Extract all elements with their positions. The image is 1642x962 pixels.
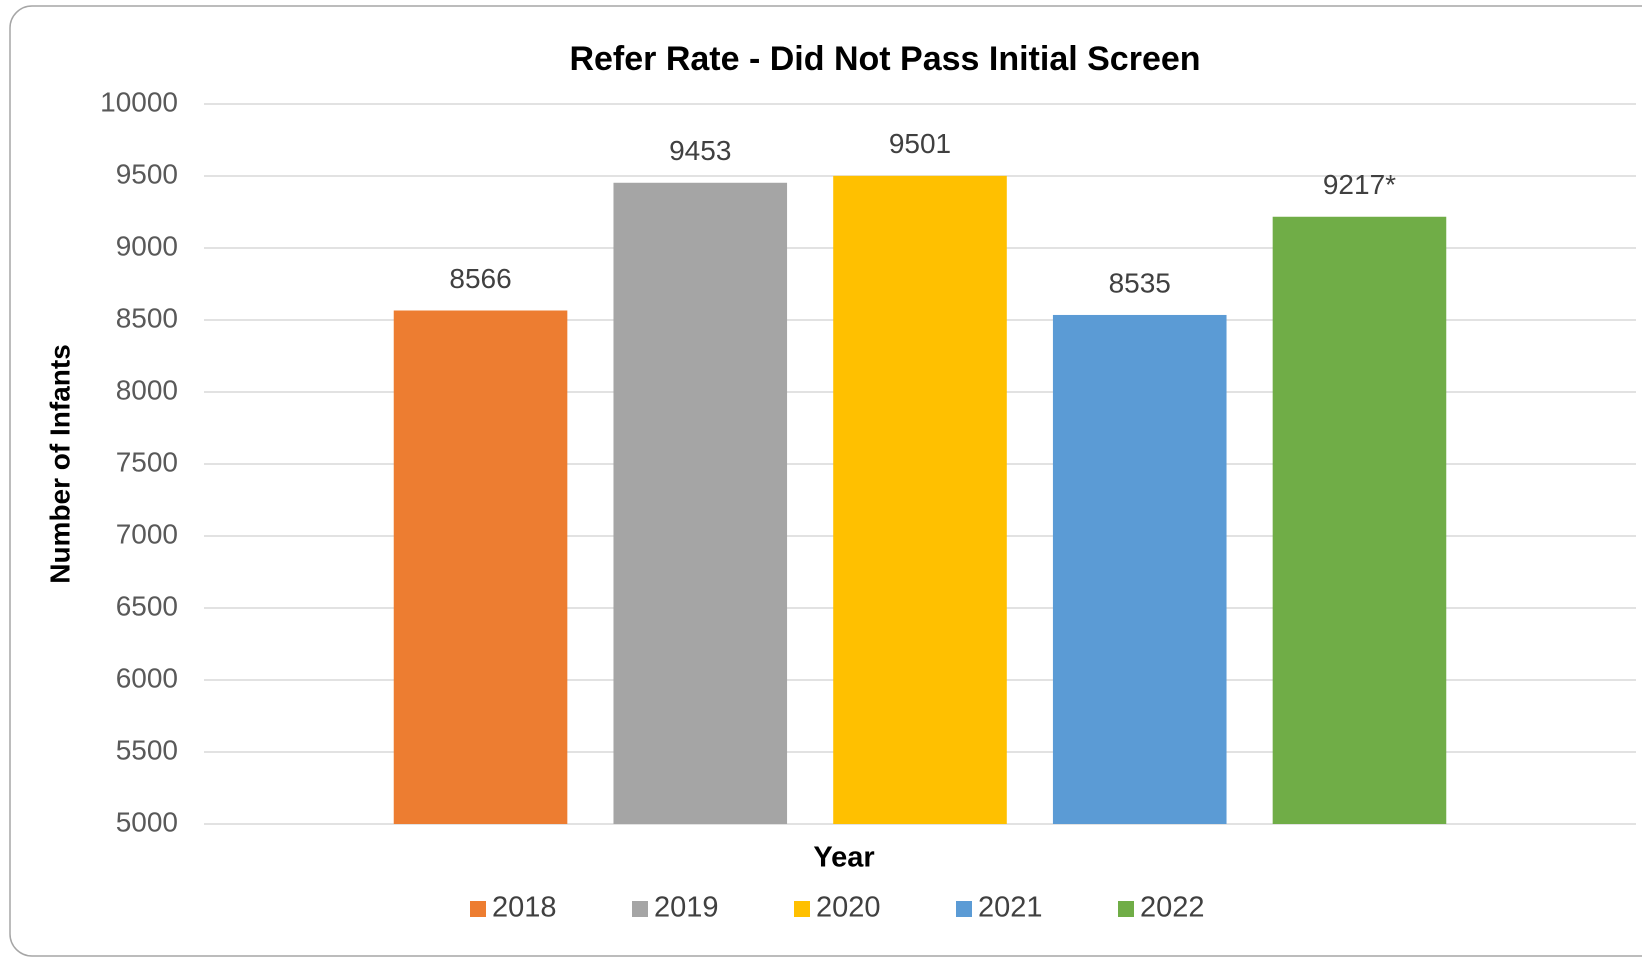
bar [613, 182, 788, 824]
x-axis-label: Year [813, 842, 874, 874]
y-tick-label: 6000 [116, 662, 178, 693]
legend-label: 2018 [492, 892, 557, 924]
legend-swatch [1118, 901, 1134, 917]
y-tick-label: 5000 [116, 806, 178, 837]
y-tick-label: 10000 [100, 86, 178, 117]
y-tick-label: 5500 [116, 734, 178, 765]
y-tick-label: 8000 [116, 374, 178, 405]
bar [393, 310, 568, 825]
bar [833, 175, 1007, 824]
y-tick-label: 7500 [116, 446, 178, 477]
y-tick-label: 8500 [116, 302, 178, 333]
data-label: 8566 [449, 263, 511, 294]
legend-swatch [794, 901, 810, 917]
legend-swatch [632, 901, 648, 917]
legend-swatch [470, 901, 486, 917]
legend-label: 2022 [1140, 892, 1205, 924]
data-label: 9501 [889, 128, 951, 159]
legend-label: 2019 [654, 892, 719, 924]
legend-swatch [956, 901, 972, 917]
chart-title: Refer Rate - Did Not Pass Initial Screen [569, 40, 1200, 78]
legend-label: 2021 [978, 892, 1043, 924]
data-label: 9453 [669, 135, 731, 166]
y-axis-label: Number of Infants [44, 344, 75, 584]
y-tick-label: 9500 [116, 158, 178, 189]
y-tick-label: 6500 [116, 590, 178, 621]
bar [1272, 216, 1447, 824]
bar [1052, 314, 1227, 824]
y-tick-label: 7000 [116, 518, 178, 549]
data-label: 9217* [1323, 169, 1396, 200]
y-tick-label: 9000 [116, 230, 178, 261]
legend-label: 2020 [816, 892, 881, 924]
data-label: 8535 [1109, 267, 1171, 298]
